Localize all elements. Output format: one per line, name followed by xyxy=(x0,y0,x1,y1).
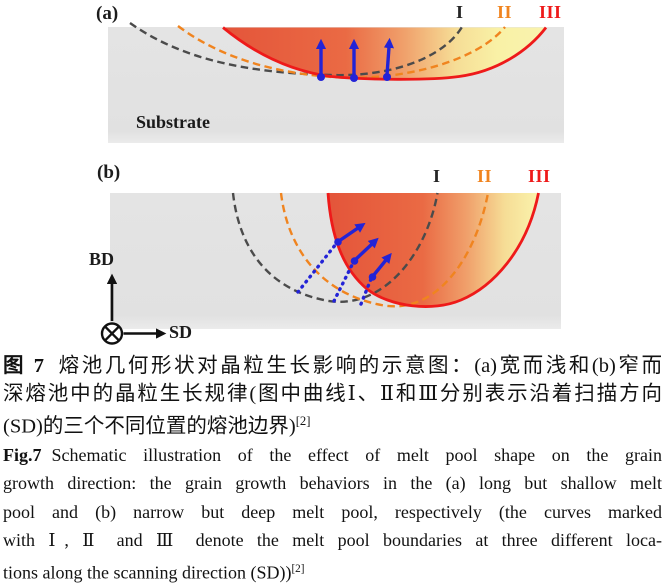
curve-label-I-a: I xyxy=(456,2,464,22)
caption-chinese: 图 7 熔池几何形状对晶粒生长影响的示意图：(a)宽而浅和(b)窄而 深熔池中的晶… xyxy=(3,353,662,441)
curve-label-II-a: II xyxy=(497,2,513,22)
bd-axis-label: BD xyxy=(89,249,115,269)
figure-number-en: Fig.7 xyxy=(3,445,42,465)
coordinate-axes xyxy=(100,273,167,345)
curve-label-III-a: III xyxy=(539,2,562,22)
curve-label-II-b: II xyxy=(477,166,493,186)
caption-zh-text3: (SD)的三个不同位置的熔池边界) xyxy=(3,415,296,438)
caption-zh-text2: 深熔池中的晶粒生长规律(图中曲线Ⅰ、Ⅱ和Ⅲ分别表示沿着扫描方向 xyxy=(3,382,662,405)
caption-english: Fig.7 Schematic illustration of the effec… xyxy=(3,441,662,584)
caption-en-text3: pool and (b) narrow but deep melt pool, … xyxy=(3,501,662,522)
panel-a-label: (a) xyxy=(96,3,119,24)
panel-b xyxy=(100,192,561,345)
caption-zh-line2: 深熔池中的晶粒生长规律(图中曲线Ⅰ、Ⅱ和Ⅲ分别表示沿着扫描方向 xyxy=(3,381,662,409)
caption-en-text1: Schematic illustration of the effect of … xyxy=(51,445,663,465)
boundary-curve-III-b xyxy=(326,192,540,308)
caption-en-text4: with Ⅰ, Ⅱ and Ⅲ denote the melt pool bou… xyxy=(3,530,662,551)
caption-en-line5: tions along the scanning direction (SD))… xyxy=(3,555,662,584)
substrate-label: Substrate xyxy=(136,112,211,132)
melt-pool-a-fill xyxy=(223,27,546,80)
caption-en-text5: tions along the scanning direction (SD)) xyxy=(3,562,292,583)
caption-zh-text1: 熔池几何形状对晶粒生长影响的示意图：(a)宽而浅和(b)窄而 xyxy=(56,355,662,377)
sd-axis-label: SD xyxy=(169,322,193,342)
grain-growth-arrows-a xyxy=(315,37,395,82)
melt-pool-b-fill xyxy=(328,193,539,307)
panel-b-label: (b) xyxy=(97,162,121,183)
figure-number-zh: 图 7 xyxy=(3,355,45,377)
panel-a xyxy=(108,22,564,143)
caption-en-line4: with Ⅰ, Ⅱ and Ⅲ denote the melt pool bou… xyxy=(3,526,662,554)
caption-zh-line1: 图 7 熔池几何形状对晶粒生长影响的示意图：(a)宽而浅和(b)窄而 xyxy=(3,353,662,381)
figure-graphic: (a) I II III Substrate (b) I II III BD S… xyxy=(89,2,564,345)
caption-zh-line3: (SD)的三个不同位置的熔池边界)[2] xyxy=(3,408,662,441)
melt-pool-schematic xyxy=(100,22,564,345)
caption-en-text2: growth direction: the grain growth behav… xyxy=(3,473,662,494)
reference-superscript-en: [2] xyxy=(291,562,305,575)
caption-en-line1: Fig.7 Schematic illustration of the effec… xyxy=(3,441,662,469)
caption-en-line3: pool and (b) narrow but deep melt pool, … xyxy=(3,498,662,526)
caption-en-line2: growth direction: the grain growth behav… xyxy=(3,469,662,497)
grain-growth-arrows-b xyxy=(296,222,392,306)
boundary-curve-I-b xyxy=(231,192,439,303)
curve-label-I-b: I xyxy=(433,166,441,186)
reference-superscript-zh: [2] xyxy=(295,414,311,428)
boundary-curve-III-a xyxy=(222,26,548,81)
curve-label-III-b: III xyxy=(528,166,551,186)
boundary-curve-II-b xyxy=(279,192,490,308)
